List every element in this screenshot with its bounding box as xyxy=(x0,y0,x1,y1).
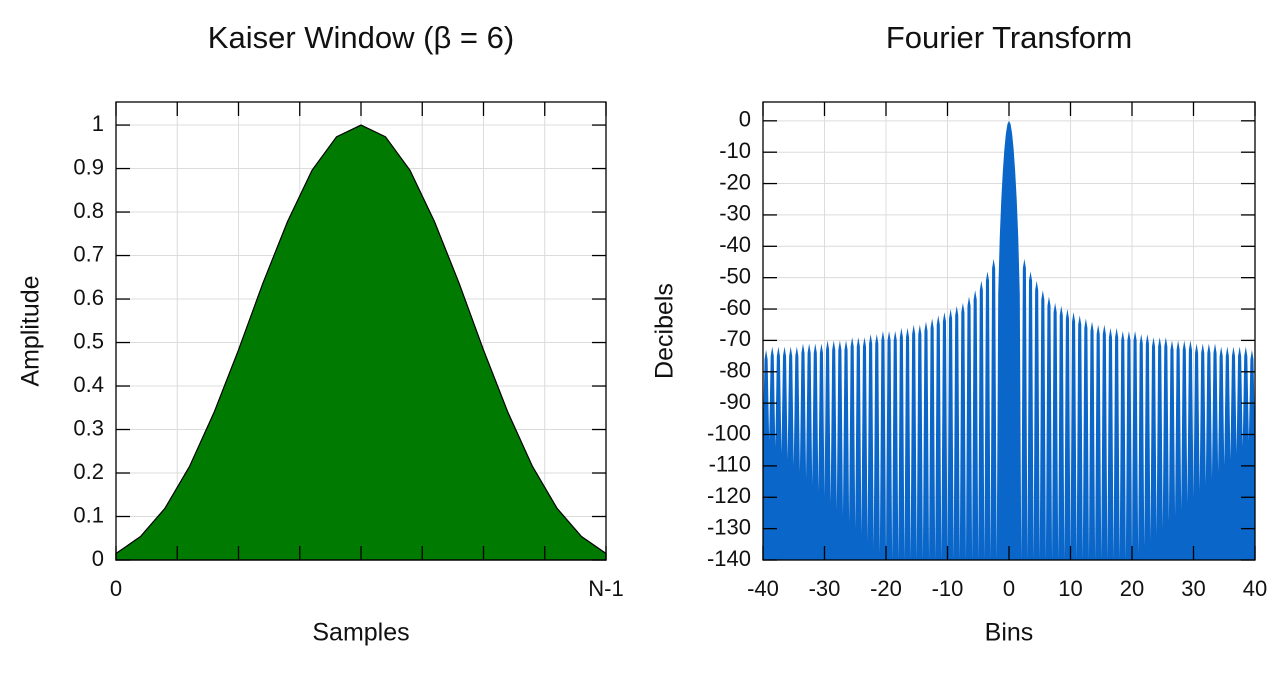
x-tick-label: N-1 xyxy=(588,576,623,601)
y-tick-label: 1 xyxy=(92,111,104,136)
y-tick-label: 0 xyxy=(739,107,751,132)
area xyxy=(763,120,1255,560)
y-tick-label: -70 xyxy=(719,326,751,351)
y-tick-label: -80 xyxy=(719,358,751,383)
y-tick-label: 0.4 xyxy=(73,372,104,397)
y-tick-label: 0.5 xyxy=(73,328,104,353)
x-tick-label: 0 xyxy=(110,576,122,601)
y-tick-label: -10 xyxy=(719,138,751,163)
x-tick-label: 40 xyxy=(1243,576,1267,601)
x-tick-label: -30 xyxy=(809,576,841,601)
x-tick-label: -10 xyxy=(932,576,964,601)
y-tick-label: -140 xyxy=(707,546,751,571)
y-tick-label: 0.8 xyxy=(73,198,104,223)
y-tick-label: -60 xyxy=(719,295,751,320)
y-tick-label: -110 xyxy=(709,452,751,477)
x-tick-label: 10 xyxy=(1058,576,1082,601)
x-axis-label: Bins xyxy=(985,619,1034,647)
y-tick-label: 0 xyxy=(92,546,104,571)
chart-title: Kaiser Window (β = 6) xyxy=(208,20,514,55)
y-tick-label: -90 xyxy=(719,389,751,414)
y-tick-label: 0.1 xyxy=(73,502,104,527)
y-tick-label: 0.3 xyxy=(73,415,104,440)
x-tick-label: -40 xyxy=(747,576,779,601)
chart-title: Fourier Transform xyxy=(886,20,1132,55)
y-tick-label: -50 xyxy=(719,263,751,288)
x-axis-label: Samples xyxy=(312,619,409,647)
y-axis-label: Amplitude xyxy=(17,275,45,386)
area xyxy=(115,124,607,561)
y-tick-label: -30 xyxy=(719,201,751,226)
x-tick-label: -20 xyxy=(870,576,902,601)
y-tick-label: -130 xyxy=(707,514,751,539)
y-tick-label: -40 xyxy=(719,232,751,257)
x-tick-label: 0 xyxy=(1003,576,1015,601)
y-tick-label: -20 xyxy=(719,169,751,194)
y-tick-label: 0.2 xyxy=(73,459,104,484)
x-tick-label: 30 xyxy=(1181,576,1205,601)
y-tick-label: 0.9 xyxy=(73,154,104,179)
x-tick-label: 20 xyxy=(1120,576,1144,601)
y-axis-label: Decibels xyxy=(651,283,679,379)
y-tick-label: -100 xyxy=(707,420,751,445)
y-tick-label: 0.7 xyxy=(73,241,104,266)
y-tick-label: 0.6 xyxy=(73,285,104,310)
y-tick-label: -120 xyxy=(707,483,751,508)
